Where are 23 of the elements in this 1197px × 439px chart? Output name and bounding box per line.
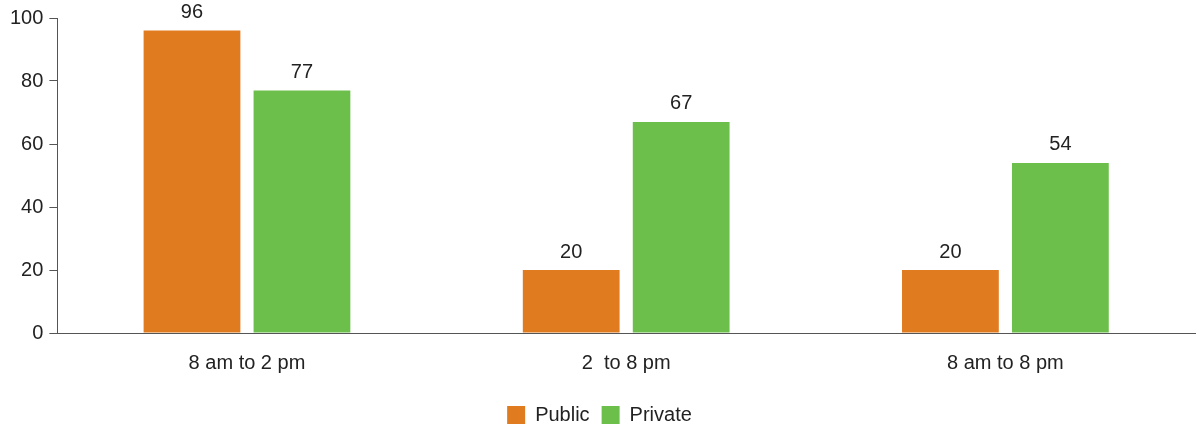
data-label: 96: [180, 0, 204, 23]
y-tick-label: 20: [21, 257, 44, 280]
data-label: 77: [290, 59, 314, 82]
legend-label: Private: [629, 402, 692, 425]
y-tick-label: 40: [21, 194, 44, 217]
bar: [143, 30, 241, 333]
data-label: 54: [1049, 132, 1072, 155]
bar: [632, 121, 730, 333]
data-label: 20: [939, 239, 962, 262]
x-tick-label: 8 am to 8 pm: [947, 350, 1064, 373]
data-label: 20: [560, 239, 583, 262]
data-label: 67: [670, 91, 693, 114]
bar: [1011, 162, 1109, 333]
bar: [902, 270, 999, 333]
y-tick-label: 0: [32, 320, 44, 343]
x-tick-label: 8 am to 2 pm: [188, 350, 306, 373]
legend-label: Public: [535, 402, 590, 425]
x-tick-label: 2 to 8 pm: [581, 350, 671, 373]
y-tick-label: 100: [9, 5, 44, 28]
bar: [253, 90, 351, 333]
bar: [522, 270, 620, 333]
y-tick-label: 80: [21, 68, 44, 91]
y-tick-label: 60: [21, 131, 44, 154]
